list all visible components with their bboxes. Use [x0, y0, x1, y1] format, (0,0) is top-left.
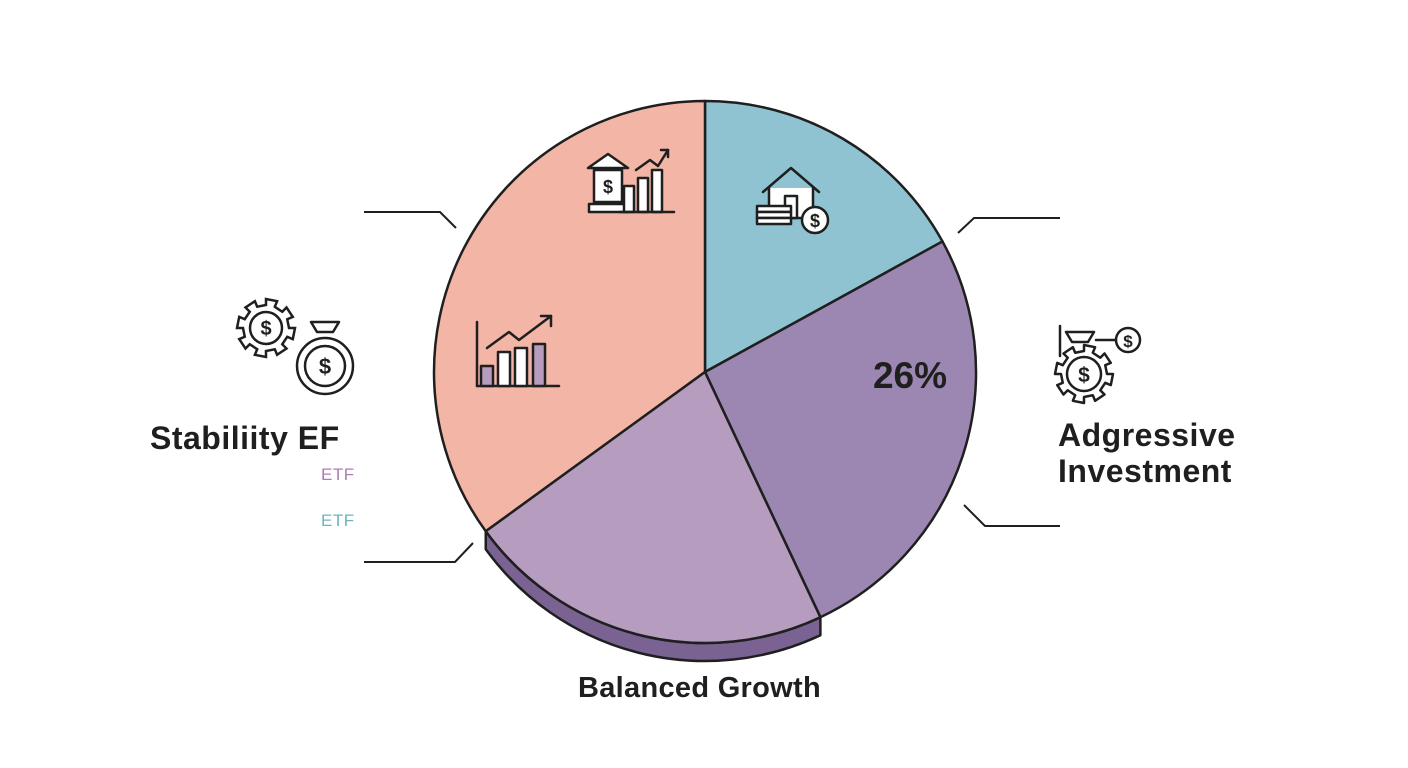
leader-line-top-right [957, 217, 1060, 234]
leader-lines [364, 211, 1060, 563]
svg-text:$: $ [260, 318, 271, 340]
label-aggressive-line1: Adgressive [1058, 417, 1236, 453]
gear-dollar-icon: $ [235, 297, 297, 359]
svg-text:$: $ [319, 354, 331, 379]
house-coin-stack-icon: $ [755, 166, 830, 235]
bar-chart-trend-icon [475, 314, 561, 388]
leader-line-bottom-right [963, 504, 1060, 527]
svg-text:$: $ [810, 211, 820, 231]
leader-line-top-left [364, 211, 457, 229]
pie-slice-1 [703, 240, 978, 619]
pie-slice-0 [703, 99, 944, 374]
label-etf-purple: ETF [321, 465, 355, 484]
label-stability: Stabiliity EF [150, 420, 340, 456]
bag-gear-dollar-icon: $ $ [1053, 324, 1142, 405]
svg-text:$: $ [1123, 332, 1133, 351]
bank-bar-chart-icon: $ [586, 148, 676, 214]
leader-line-bottom-left [364, 542, 474, 563]
label-aggressive-investment: Adgressive Investment [1058, 417, 1236, 489]
svg-text:$: $ [603, 177, 613, 197]
label-balanced-growth: Balanced Growth [578, 672, 821, 704]
label-aggressive-line2: Investment [1058, 453, 1232, 489]
money-bag-dollar-icon: $ [295, 320, 355, 396]
svg-text:$: $ [1078, 364, 1090, 387]
pie-slice-2 [484, 370, 822, 645]
slice-value-label: 26% [873, 355, 947, 396]
label-etf-teal: ETF [321, 511, 355, 530]
